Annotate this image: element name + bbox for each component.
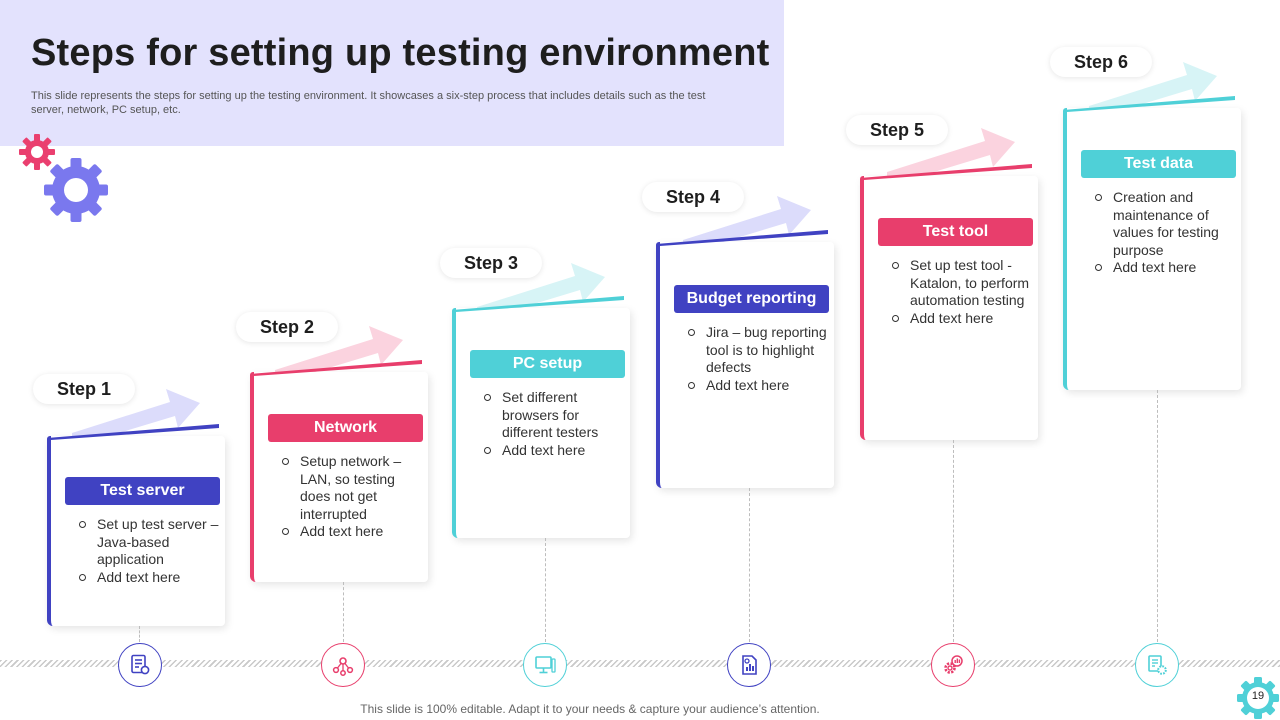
step-4-arrow-icon [683, 196, 811, 266]
computer-icon [535, 656, 556, 674]
step-3-card: PC setup Set different browsers for diff… [452, 296, 630, 538]
step-1-connector [139, 626, 140, 642]
step-6-label: Step 6 [1050, 47, 1153, 77]
step-6-connector [1157, 390, 1158, 642]
step-1-card: Test server Set up test server – Java-ba… [47, 424, 225, 626]
gear-chart-icon [944, 655, 963, 674]
step-3-bullet-2: Add text here [482, 442, 624, 460]
step-2-card-top-edge [250, 360, 422, 376]
page-number: 19 [1251, 690, 1265, 702]
data-settings-icon [1148, 655, 1167, 675]
step-5-card: Test tool Set up test tool - Katalon, to… [860, 164, 1038, 440]
step-2-label: Step 2 [236, 312, 339, 342]
step-6-bullet-1: Creation and maintenance of values for t… [1093, 189, 1235, 259]
report-chart-icon [742, 655, 757, 675]
step-2-icon [321, 643, 365, 687]
gears-icon [19, 134, 108, 222]
network-users-icon [332, 657, 354, 676]
step-4-card-top-edge [656, 230, 828, 246]
step-4-bullets: Jira – bug reporting tool is to highligh… [686, 324, 828, 394]
step-4-label: Step 4 [642, 182, 745, 212]
step-2-title: Network [268, 414, 423, 442]
page-gear-icon [1237, 677, 1279, 719]
step-2-arrow-icon [275, 326, 403, 396]
step-6-title: Test data [1081, 150, 1236, 178]
step-4-connector [749, 488, 750, 642]
step-2-bullet-2: Add text here [280, 523, 422, 541]
step-6-card: Test data Creation and maintenance of va… [1063, 96, 1241, 390]
step-5-bullet-2: Add text here [890, 310, 1032, 328]
step-3-bullets: Set different browsers for different tes… [482, 389, 624, 459]
step-3-icon [523, 643, 567, 687]
step-4-icon [727, 643, 771, 687]
server-checklist-icon [131, 654, 150, 675]
step-1-title: Test server [65, 477, 220, 505]
step-6-bullet-2: Add text here [1093, 259, 1235, 277]
step-5-connector [953, 440, 954, 642]
step-6-card-top-edge [1063, 96, 1235, 112]
step-1-bullet-1: Set up test server – Java-based applicat… [77, 516, 219, 569]
step-6-bullets: Creation and maintenance of values for t… [1093, 189, 1235, 277]
step-5-label: Step 5 [846, 115, 949, 145]
step-3-arrow-icon [477, 263, 605, 333]
step-1-bullet-2: Add text here [77, 569, 219, 587]
step-4-title: Budget reporting [674, 285, 829, 313]
step-1-icon [118, 643, 162, 687]
step-5-bullets: Set up test tool - Katalon, to perform a… [890, 257, 1032, 327]
step-5-arrow-icon [887, 128, 1015, 198]
step-4-bullet-2: Add text here [686, 377, 828, 395]
step-2-bullets: Setup network – LAN, so testing does not… [280, 453, 422, 541]
step-5-card-top-edge [860, 164, 1032, 180]
step-5-bullet-1: Set up test tool - Katalon, to perform a… [890, 257, 1032, 310]
step-2-card: Network Setup network – LAN, so testing … [250, 360, 428, 582]
header-band [0, 0, 784, 146]
step-3-title: PC setup [470, 350, 625, 378]
step-3-label: Step 3 [440, 248, 543, 278]
step-1-label: Step 1 [33, 374, 136, 404]
step-5-title: Test tool [878, 218, 1033, 246]
step-2-bullet-1: Setup network – LAN, so testing does not… [280, 453, 422, 523]
step-1-card-top-edge [47, 424, 219, 440]
step-6-arrow-icon [1089, 62, 1217, 132]
step-6-icon [1135, 643, 1179, 687]
step-1-bullets: Set up test server – Java-based applicat… [77, 516, 219, 586]
step-1-arrow-icon [72, 389, 200, 459]
step-3-connector [545, 538, 546, 642]
slide-title: Steps for setting up testing environment [31, 32, 770, 74]
step-2-connector [343, 582, 344, 642]
footer-note: This slide is 100% editable. Adapt it to… [360, 702, 820, 716]
slide-subtitle: This slide represents the steps for sett… [31, 90, 706, 116]
step-3-bullet-1: Set different browsers for different tes… [482, 389, 624, 442]
step-4-bullet-1: Jira – bug reporting tool is to highligh… [686, 324, 828, 377]
timeline-bar [0, 660, 1280, 667]
step-5-icon [931, 643, 975, 687]
step-4-card: Budget reporting Jira – bug reporting to… [656, 230, 834, 488]
step-3-card-top-edge [452, 296, 624, 312]
